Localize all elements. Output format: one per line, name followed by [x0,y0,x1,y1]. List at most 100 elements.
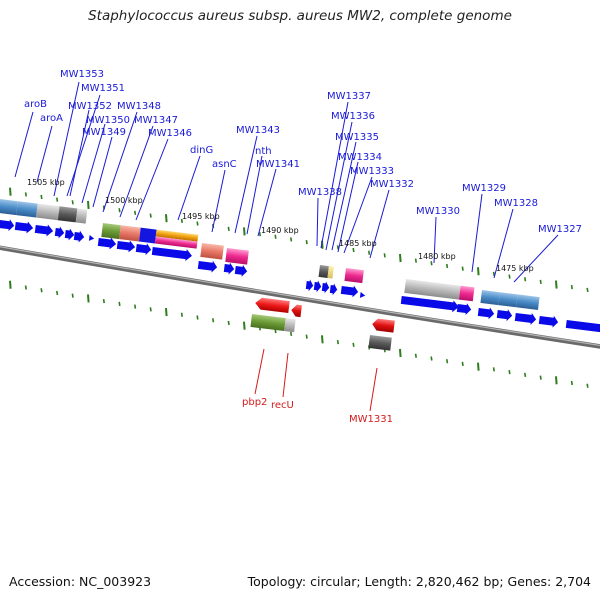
accession-text: Accession: NC_003923 [9,574,152,589]
tick-mark [24,192,27,197]
gene-label: MW1353 [60,69,104,80]
gene-label: MW1327 [538,224,582,235]
tick-mark [539,279,542,284]
tick-mark [586,287,589,292]
gene-label: pbp2 [242,397,267,408]
gene-label: MW1329 [462,183,506,194]
genome-summary-text: Topology: circular; Length: 2,820,462 bp… [247,574,591,589]
kbp-label: 1480 kbp [418,252,456,261]
tick-mark [508,274,511,279]
gene-label: MW1333 [350,166,394,177]
reverse-gene-features [250,297,395,351]
tick-mark [165,214,168,223]
tick-mark [336,245,339,250]
gene-label: recU [271,400,294,411]
gene-label: nth [255,146,272,157]
tick-mark [539,375,542,380]
tick-mark [492,367,495,372]
position-labels: 1505 kbp 1500 kbp 1495 kbp 1490 kbp 1485… [27,178,534,273]
tick-mark [180,218,183,223]
gene-label: MW1347 [134,115,178,126]
tick-mark [40,194,43,200]
gene-label: aroA [40,113,63,124]
tick-mark [508,369,511,375]
tick-mark [196,221,199,226]
tick-mark [321,335,324,344]
tick-mark [87,294,90,303]
forward-gene-arrows [0,219,600,333]
tick-mark [212,318,215,323]
gene-label: MW1335 [335,132,379,143]
gene-label: MW1334 [338,152,382,163]
tick-mark [586,383,589,388]
label-leader-lines [14,81,559,283]
gene-label: MW1346 [148,128,192,139]
tick-mark [336,339,339,345]
tick-mark [352,247,355,253]
tick-mark [118,208,121,213]
tick-mark [243,227,246,236]
tick-mark [290,237,293,242]
tick-mark [134,210,137,216]
tick-mark [243,321,246,330]
gene-label: MW1348 [117,101,161,112]
tick-mark [56,290,59,296]
gene-label: aroB [24,99,47,110]
gene-label: MW1332 [370,179,414,190]
tick-mark [305,334,308,339]
tick-mark [118,301,121,306]
gene-label: MW1338 [298,187,342,198]
tick-mark [570,380,573,386]
kbp-label: 1485 kbp [339,239,377,248]
kbp-label: 1490 kbp [261,226,299,235]
tick-mark [274,234,277,239]
tick-mark [196,315,199,320]
tick-mark [524,277,527,282]
tick-mark [87,200,90,210]
tick-mark [430,356,433,361]
tick-mark [368,250,371,255]
tick-mark [383,253,386,258]
tick-mark [352,342,355,347]
gene-label: MW1331 [349,414,393,425]
kbp-label: 1500 kbp [105,196,143,205]
tick-mark [71,200,74,205]
tick-mark [9,280,12,289]
gene-label: MW1330 [416,206,460,217]
tick-mark [149,213,152,218]
tick-mark [524,372,527,377]
tick-mark [258,232,261,237]
map-title: Staphylococcus aureus subsp. aureus MW2,… [88,8,512,24]
tick-mark [570,285,573,290]
tick-mark [446,263,449,269]
gene-label: asnC [212,159,237,170]
tick-mark [414,258,417,263]
tick-mark [149,307,152,312]
tick-mark [555,376,558,385]
reverse-gene-labels: pbp2 recU MW1331 [242,397,393,425]
tick-mark [9,187,12,196]
reverse-label-leader-lines [254,348,378,412]
gene-label: dinG [190,145,213,156]
tick-mark [102,299,105,304]
tick-mark [71,293,74,298]
tick-mark [492,271,495,277]
tick-mark [305,239,308,245]
tick-mark [56,197,59,202]
tick-mark [555,280,558,289]
tick-mark [399,348,402,358]
gene-label: MW1352 [68,101,112,112]
tick-mark [399,253,402,263]
tick-mark [461,266,464,271]
gene-label: MW1343 [236,125,280,136]
gene-label: MW1351 [81,83,125,94]
tick-mark [461,361,464,367]
tick-mark [24,285,27,290]
kbp-label: 1475 kbp [496,264,534,273]
tick-mark [290,331,293,337]
gene-label: MW1328 [494,198,538,209]
gene-label: MW1336 [331,111,375,122]
tick-mark [180,312,183,317]
gene-label: MW1337 [327,91,371,102]
